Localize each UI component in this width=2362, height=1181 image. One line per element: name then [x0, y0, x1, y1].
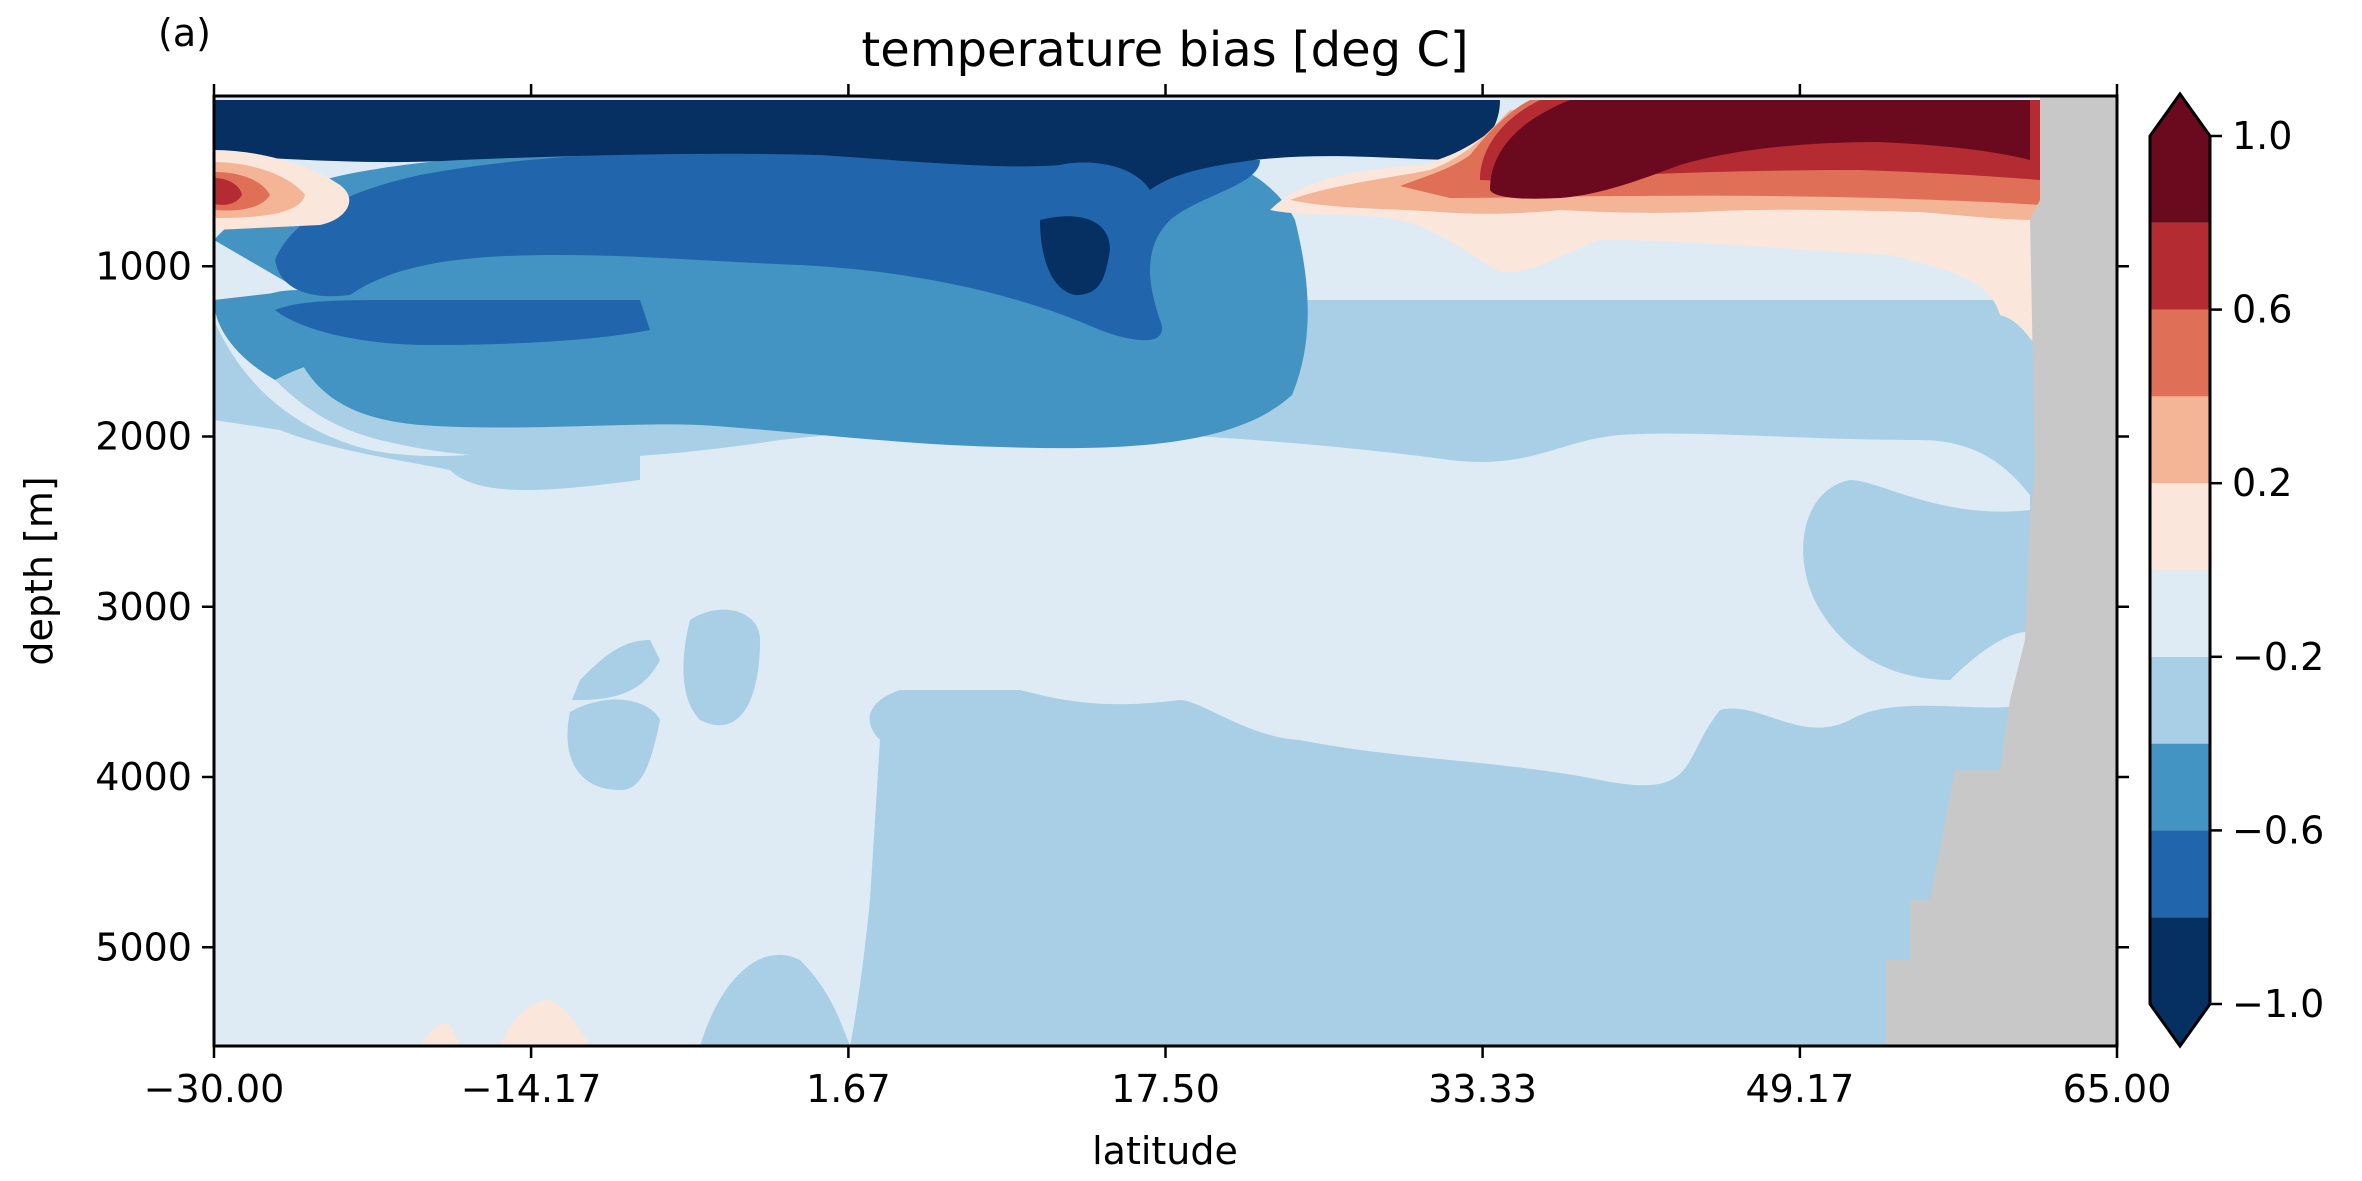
y-tick-label: 1000	[95, 244, 192, 288]
y-axis-label: depth [m]	[17, 476, 61, 665]
colorbar-tick-label: 0.6	[2232, 288, 2292, 332]
x-axis-label: latitude	[1092, 1129, 1238, 1173]
field-region-deep-cold-left-arm	[214, 300, 640, 490]
y-tick-label: 3000	[95, 585, 192, 629]
colorbar-extend-min	[2150, 1004, 2210, 1046]
field-region-warm-lower-a	[500, 1000, 590, 1046]
field-region-cold-core-tongue	[275, 300, 650, 345]
colorbar-tick-label: 0.2	[2232, 461, 2292, 505]
x-tick-label: 65.00	[2063, 1067, 2172, 1111]
x-tick-label: 1.67	[806, 1067, 891, 1111]
field-region-darkest-center	[1040, 216, 1110, 295]
colorbar-tick-label: −0.2	[2232, 635, 2324, 679]
x-tick-label: 49.17	[1746, 1067, 1855, 1111]
colorbar-segment	[2150, 309, 2210, 397]
field-region-cold-blob-c	[683, 609, 760, 726]
field-region-cold-blob-a	[572, 640, 660, 700]
y-tick-label: 5000	[95, 925, 192, 969]
colorbar-segment	[2150, 743, 2210, 831]
field-region-warm-left-peak	[214, 178, 242, 205]
x-tick-label: −14.17	[461, 1067, 602, 1111]
colorbar-segment	[2150, 396, 2210, 484]
colorbar-segment	[2150, 656, 2210, 744]
colorbar-tick-label: 1.0	[2232, 114, 2292, 158]
x-tick-label: −30.00	[144, 1067, 285, 1111]
y-tick-label: 4000	[95, 755, 192, 799]
panel-label: (a)	[158, 11, 211, 55]
field-region-warm-lower-b	[420, 1023, 460, 1046]
colorbar-tick-label: −0.6	[2232, 808, 2324, 852]
colorbar-segment	[2150, 136, 2210, 223]
field-region-deep-cold	[214, 300, 2117, 1046]
x-tick-label: 33.33	[1428, 1067, 1537, 1111]
field-region-warm-right-peak	[1490, 100, 2030, 199]
colorbar-segment	[2150, 830, 2210, 918]
colorbar-segment	[2150, 483, 2210, 570]
plot-area	[214, 96, 2117, 1046]
y-axis: 1000 2000 3000 4000 5000	[95, 244, 2129, 969]
x-tick-label: 17.50	[1111, 1067, 1220, 1111]
y-tick-label: 2000	[95, 415, 192, 459]
field-region-surface-cold	[214, 100, 1500, 190]
field-region-cold-lower-left	[700, 954, 850, 1046]
field-region-cold-blob-d	[1440, 1010, 1520, 1040]
colorbar-extend-max	[2150, 94, 2210, 136]
x-axis: −30.00 −14.17 1.67 17.50 33.33 49.17 65.00	[144, 84, 2172, 1111]
field-region-cold-blob-b	[567, 699, 660, 790]
colorbar-tick-label: −1.0	[2232, 982, 2324, 1026]
colorbar: 1.0 0.6 0.2 −0.2 −0.6 −1.0	[2148, 91, 2324, 1049]
colorbar-segment	[2150, 570, 2210, 657]
colorbar-segment	[2150, 917, 2210, 1004]
chart-title: temperature bias [deg C]	[861, 22, 1468, 78]
colorbar-segment	[2150, 222, 2210, 310]
land-mask	[1886, 96, 2117, 1046]
field-region-cold-core	[275, 152, 1260, 341]
